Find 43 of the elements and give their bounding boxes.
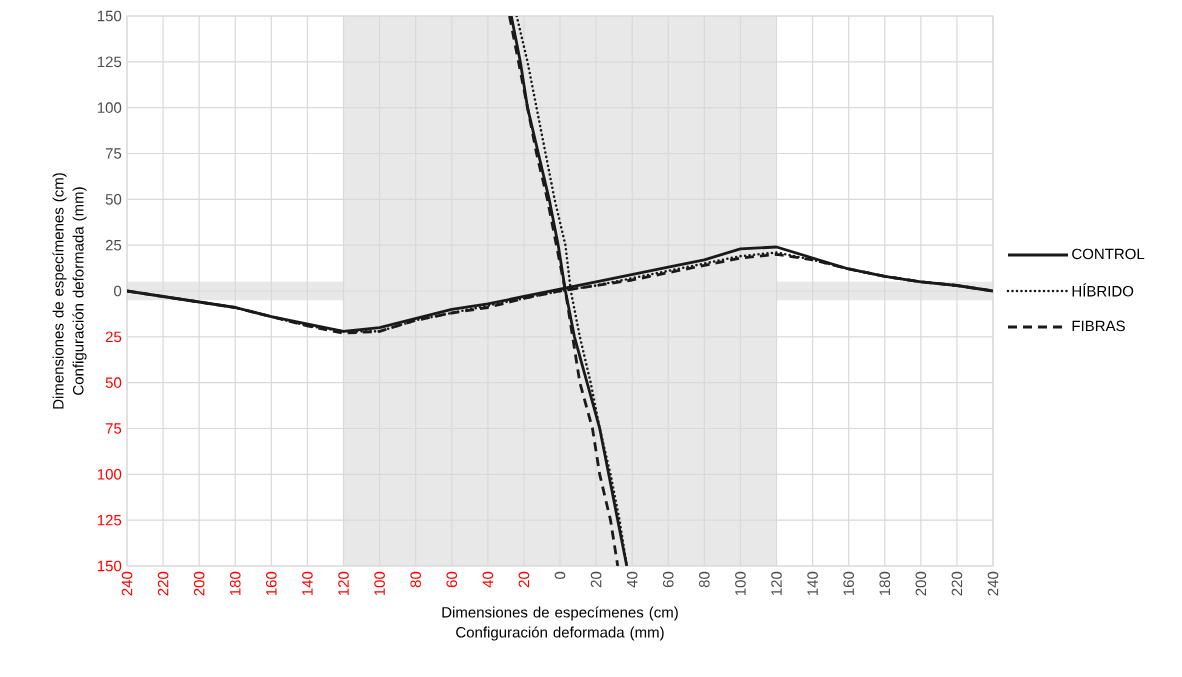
x-tick-label: 60 [662, 571, 674, 588]
y-tick-label: 100 [97, 469, 122, 480]
y-tick-label: 25 [105, 331, 122, 343]
x-tick-label: 80 [410, 571, 421, 588]
x-tick-label: 180 [879, 571, 891, 596]
x-tick-label: 220 [951, 571, 963, 596]
y-tick-label: 150 [97, 10, 122, 22]
legend-label: CONTROL [1072, 248, 1145, 260]
y-tick-label: 75 [105, 148, 122, 159]
y-tick-label: 125 [97, 514, 122, 526]
y-tick-label: 75 [105, 423, 122, 434]
x-tick-label: 20 [518, 571, 530, 588]
x-tick-label: 140 [807, 571, 818, 596]
x-tick-label: 40 [626, 571, 638, 588]
x-tick-label: 100 [735, 571, 746, 596]
x-tick-label: 40 [482, 571, 494, 588]
y-tick-label: 125 [97, 56, 122, 68]
y-tick-label: 50 [105, 194, 122, 205]
x-tick-label: 220 [157, 571, 169, 596]
y-tick-label: 150 [97, 560, 122, 572]
y-tick-label: 50 [105, 377, 122, 388]
x-tick-label: 240 [987, 571, 999, 596]
x-tick-label: 200 [193, 571, 205, 596]
x-tick-label: 240 [121, 571, 133, 596]
x-tick-label: 160 [843, 571, 854, 596]
x-tick-label: 0 [554, 571, 566, 579]
x-tick-label: 120 [771, 571, 782, 596]
legend-label: FIBRAS [1072, 320, 1125, 332]
x-tick-label: 120 [338, 571, 349, 596]
x-tick-label: 20 [590, 571, 602, 588]
legend-label: HÍBRIDO [1072, 283, 1134, 297]
x-tick-label: 160 [266, 571, 277, 596]
y-axis-title: Dimensiones de especímenes (cm) Configuración deformada (mm) [52, 173, 87, 409]
x-tick-label: 180 [229, 571, 241, 596]
x-tick-label: 140 [302, 571, 313, 596]
x-axis-title: Dimensiones de especímenes (cm) Configuración deformada (mm) [442, 606, 678, 641]
x-tick-label: 80 [699, 571, 710, 588]
y-tick-label: 100 [97, 102, 122, 113]
x-tick-label: 100 [374, 571, 385, 596]
x-tick-label: 200 [915, 571, 927, 596]
x-tick-label: 60 [446, 571, 458, 588]
y-tick-label: 25 [105, 239, 122, 251]
y-tick-label: 0 [114, 285, 122, 297]
